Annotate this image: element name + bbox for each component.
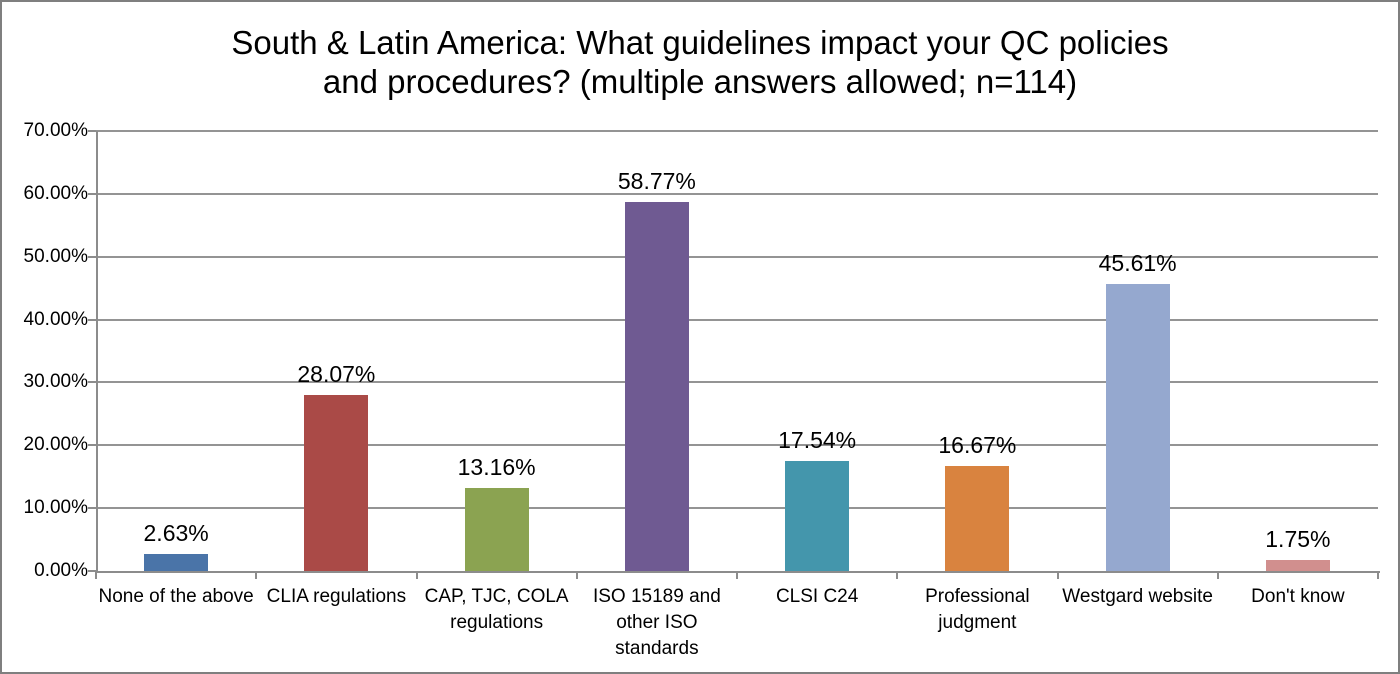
category-label: CAP, TJC, COLA regulations	[424, 586, 569, 633]
category-label: ISO 15189 and other ISO standards	[592, 586, 721, 659]
bar	[464, 488, 529, 571]
category-label: CLSI C24	[775, 586, 859, 607]
bar	[144, 554, 209, 571]
gridline	[96, 507, 1378, 510]
bar-value-label: 17.54%	[778, 426, 857, 453]
x-axis-tick	[1216, 571, 1219, 579]
y-axis-tick	[88, 570, 96, 572]
y-axis-tick-label: 20.00%	[23, 434, 88, 456]
gridline	[96, 130, 1378, 132]
bar	[1105, 284, 1170, 571]
y-axis-tick-label: 40.00%	[23, 308, 88, 330]
category-label: CLIA regulations	[266, 586, 407, 607]
bar-value-label: 13.16%	[457, 454, 536, 481]
y-axis	[96, 131, 98, 571]
category-label: Professional judgment	[925, 586, 1030, 633]
x-axis-tick	[95, 571, 97, 579]
y-axis-tick	[88, 444, 96, 447]
chart-title-line-1: South & Latin America: What guidelines i…	[231, 24, 1169, 61]
x-axis-tick	[1056, 571, 1059, 579]
y-axis-tick-label: 60.00%	[23, 182, 88, 204]
bar-value-label: 1.75%	[1265, 526, 1331, 552]
bar-value-label: 2.63%	[143, 520, 209, 547]
y-axis-tick-label: 70.00%	[23, 120, 88, 141]
gridline	[96, 381, 1378, 384]
gridline	[96, 192, 1378, 195]
bar-value-label: 58.77%	[617, 167, 696, 194]
gridline	[96, 318, 1378, 321]
x-axis-tick	[1377, 571, 1379, 579]
x-axis-tick	[415, 571, 418, 579]
bar	[304, 394, 369, 571]
x-axis-tick	[896, 571, 899, 579]
bar	[785, 460, 850, 571]
x-axis	[96, 571, 1380, 573]
y-axis-tick	[88, 381, 96, 384]
bar	[945, 466, 1010, 571]
category-label: Don't know	[1251, 586, 1345, 607]
gridline	[96, 444, 1378, 447]
category-label: None of the above	[98, 586, 254, 607]
bar-value-label: 28.07%	[297, 360, 376, 387]
bar	[1265, 560, 1330, 571]
x-axis-tick	[575, 571, 578, 579]
y-axis-tick	[88, 255, 96, 258]
chart-title-line-2: and procedures? (multiple answers allowe…	[322, 63, 1078, 100]
y-axis-tick-label: 50.00%	[23, 245, 88, 267]
y-axis-tick-label: 10.00%	[23, 497, 88, 519]
y-axis-tick	[88, 192, 96, 195]
y-axis-tick	[88, 318, 96, 321]
category-label: Westgard website	[1062, 586, 1213, 607]
x-axis-tick	[255, 571, 258, 579]
bar-value-label: 45.61%	[1098, 250, 1177, 277]
bar	[624, 201, 689, 571]
bar-value-label: 16.67%	[938, 432, 1017, 459]
y-axis-tick	[88, 130, 96, 132]
chart-title: South & Latin America: What guidelines i…	[2, 23, 1398, 101]
y-axis-tick-label: 0.00%	[34, 560, 88, 581]
gridline	[96, 255, 1378, 258]
y-axis-tick	[88, 507, 96, 510]
x-axis-tick	[736, 571, 738, 579]
y-axis-tick-label: 30.00%	[23, 371, 88, 393]
